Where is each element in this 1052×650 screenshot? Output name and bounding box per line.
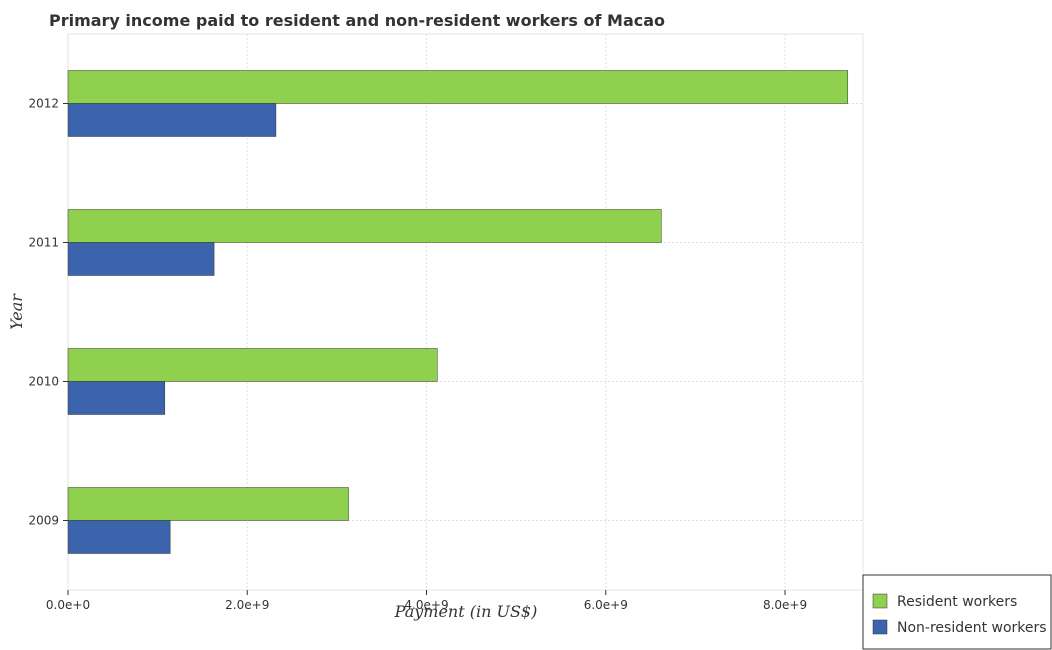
y-axis-label: Year bbox=[7, 293, 26, 330]
y-tick-label: 2011 bbox=[28, 236, 59, 250]
chart-title: Primary income paid to resident and non-… bbox=[49, 11, 665, 30]
x-tick-label: 4.0e+9 bbox=[404, 598, 448, 612]
bar-resident-workers bbox=[67, 348, 438, 382]
bar-resident-workers bbox=[67, 70, 849, 104]
y-tick-label: 2012 bbox=[28, 97, 59, 111]
bar-non-resident-workers bbox=[67, 103, 277, 137]
bar-resident-workers bbox=[67, 487, 349, 521]
x-axis-label: Payment (in US$) bbox=[394, 602, 538, 621]
legend-swatch-resident bbox=[872, 593, 888, 609]
y-tick-label: 2010 bbox=[28, 375, 59, 389]
legend-label-nonresident: Non-resident workers bbox=[897, 620, 1047, 636]
legend-swatch-nonresident bbox=[872, 619, 888, 635]
bar-non-resident-workers bbox=[67, 520, 171, 554]
x-tick-label: 2.0e+9 bbox=[225, 598, 269, 612]
bar-resident-workers bbox=[67, 209, 662, 243]
x-axis-ticks: 0.0e+0 2.0e+9 4.0e+9 6.0e+9 8.0e+9 bbox=[46, 590, 807, 612]
legend-box bbox=[862, 574, 1052, 650]
bar-non-resident-workers bbox=[67, 381, 166, 415]
x-tick-label: 0.0e+0 bbox=[46, 598, 90, 612]
bar-non-resident-workers bbox=[67, 242, 215, 276]
x-tick-label: 6.0e+9 bbox=[584, 598, 628, 612]
y-axis-ticks: 2009 2010 2011 2012 bbox=[28, 97, 68, 528]
y-tick-label: 2009 bbox=[28, 514, 59, 528]
x-tick-label: 8.0e+9 bbox=[763, 598, 807, 612]
legend-label-resident: Resident workers bbox=[897, 594, 1017, 610]
bars bbox=[67, 70, 849, 554]
legend: Resident workers Non-resident workers bbox=[862, 574, 1052, 650]
